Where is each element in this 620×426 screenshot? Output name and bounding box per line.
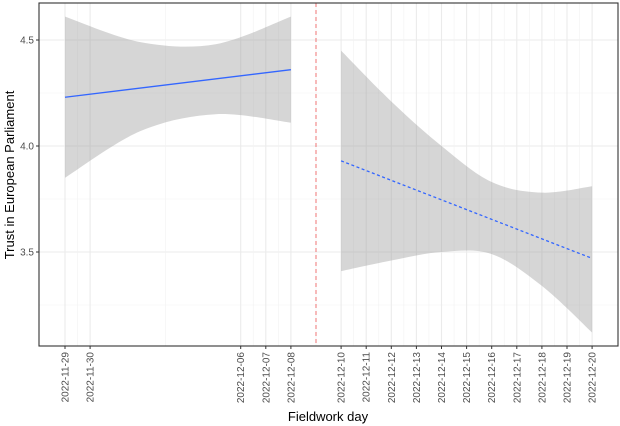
- x-tick-label: 2022-12-18: [537, 352, 548, 404]
- x-tick-label: 2022-12-07: [261, 352, 272, 404]
- trend-line-after: [340, 160, 593, 259]
- x-tick-label: 2022-12-13: [412, 352, 423, 404]
- x-tick-label: 2022-12-15: [462, 352, 473, 404]
- y-axis-title: Trust in European Parliament: [2, 90, 17, 259]
- confidence-ribbons: [65, 16, 593, 333]
- x-tick-label: 2022-12-14: [437, 352, 448, 404]
- x-tick-label: 2022-12-16: [487, 352, 498, 404]
- x-tick-label: 2022-12-17: [512, 352, 523, 404]
- x-tick-label: 2022-12-11: [362, 352, 373, 403]
- trend-line-before: [64, 69, 291, 98]
- y-tick-label: 4.5: [20, 36, 34, 47]
- x-tick-label: 2022-12-10: [337, 352, 348, 404]
- y-tick-label: 4.0: [20, 142, 34, 153]
- x-tick-label: 2022-12-08: [286, 352, 297, 404]
- trend-lines: [64, 69, 593, 259]
- ci-ribbon-before: [65, 16, 291, 178]
- x-tick-label: 2022-11-30: [86, 352, 97, 403]
- x-axis: 2022-11-29 2022-11-30 2022-12-06 2022-12-07…: [61, 346, 599, 403]
- panel-border: [38, 2, 619, 347]
- x-tick-label: 2022-12-20: [588, 352, 599, 404]
- y-axis: 3.5 4.0 4.5: [20, 36, 39, 259]
- x-tick-label: 2022-12-06: [236, 352, 247, 404]
- grid-lines: [39, 3, 618, 346]
- x-tick-label: 2022-12-12: [387, 352, 398, 404]
- x-tick-label: 2022-11-29: [61, 352, 72, 403]
- x-axis-title: Fieldwork day: [288, 409, 369, 424]
- y-tick-label: 3.5: [20, 248, 34, 259]
- x-tick-label: 2022-12-19: [563, 352, 574, 404]
- ci-ribbon-after: [341, 50, 593, 333]
